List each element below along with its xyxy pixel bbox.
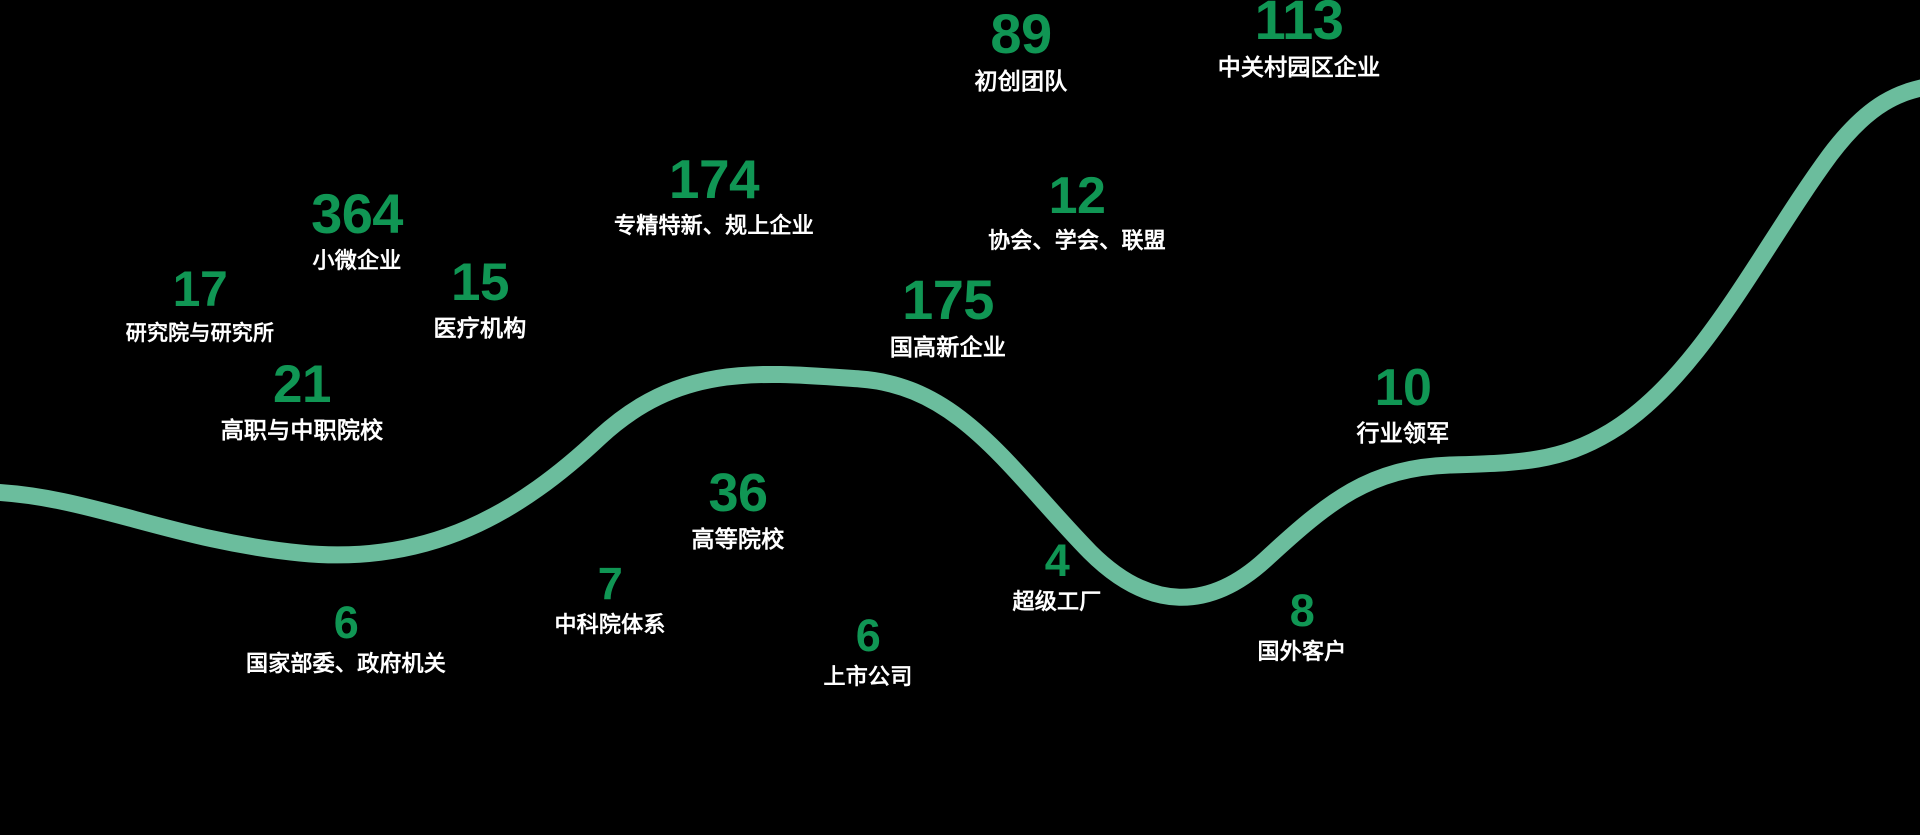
stat-label-industry-leaders: 行业领军: [1356, 421, 1450, 447]
stat-associations-societies-alliances: 12 协会、学会、联盟: [988, 170, 1166, 253]
stat-value-startup-teams: 89: [990, 2, 1052, 65]
stat-label-micro-small-enterprises: 小微企业: [312, 249, 402, 274]
stat-specialized-new-above-scale: 174 专精特新、规上企业: [614, 152, 814, 238]
stat-label-specialized-new-above-scale: 专精特新、规上企业: [614, 214, 814, 239]
stat-value-specialized-new-above-scale: 174: [668, 148, 760, 210]
stat-zhongguancun-park-enterprises: 113 中关村园区企业: [1218, 0, 1381, 80]
stat-industry-leaders: 10 行业领军: [1357, 362, 1450, 446]
stat-overseas-clients: 8 国外客户: [1258, 588, 1347, 664]
stat-label-research-institutes: 研究院与研究所: [125, 321, 275, 345]
stat-value-super-factories: 4: [1044, 535, 1070, 586]
stat-label-government-ministries: 国家部委、政府机关: [246, 652, 446, 677]
stat-government-ministries: 6 国家部委、政府机关: [246, 600, 446, 676]
stat-label-higher-education: 高等院校: [691, 527, 785, 553]
stat-value-associations-societies-alliances: 12: [1048, 167, 1106, 225]
stat-value-micro-small-enterprises: 364: [311, 182, 403, 245]
stat-listed-companies: 6 上市公司: [824, 613, 913, 689]
stat-label-associations-societies-alliances: 协会、学会、联盟: [988, 229, 1166, 254]
stat-label-startup-teams: 初创团队: [974, 69, 1068, 95]
stat-value-national-high-tech-enterprises: 175: [902, 268, 994, 331]
stat-label-listed-companies: 上市公司: [823, 665, 913, 690]
stat-vocational-colleges: 21 高职与中职院校: [221, 358, 384, 443]
stat-value-research-institutes: 17: [172, 261, 228, 317]
stat-label-national-high-tech-enterprises: 国高新企业: [889, 335, 1007, 361]
stat-super-factories: 4 超级工厂: [1013, 538, 1102, 614]
stat-higher-education: 36 高等院校: [692, 466, 785, 552]
stat-value-cas-system: 7: [597, 558, 623, 609]
stat-medical-institutions: 15 医疗机构: [434, 256, 527, 341]
stat-value-government-ministries: 6: [333, 597, 359, 648]
stat-label-cas-system: 中科院体系: [554, 613, 666, 638]
stat-value-industry-leaders: 10: [1374, 359, 1432, 417]
stat-research-institutes: 17 研究院与研究所: [126, 264, 274, 344]
stat-startup-teams: 89 初创团队: [975, 6, 1068, 94]
stat-label-super-factories: 超级工厂: [1012, 590, 1102, 615]
stat-label-medical-institutions: 医疗机构: [433, 316, 527, 342]
stat-value-medical-institutions: 15: [451, 253, 509, 312]
stat-value-zhongguancun-park-enterprises: 113: [1254, 0, 1344, 51]
stat-value-higher-education: 36: [708, 463, 768, 523]
stat-label-overseas-clients: 国外客户: [1257, 640, 1347, 665]
stat-label-vocational-colleges: 高职与中职院校: [220, 418, 384, 444]
stat-cas-system: 7 中科院体系: [554, 561, 665, 637]
stat-value-listed-companies: 6: [855, 610, 881, 661]
stat-label-zhongguancun-park-enterprises: 中关村园区企业: [1217, 55, 1381, 81]
stat-value-vocational-colleges: 21: [273, 355, 331, 414]
stat-micro-small-enterprises: 364 小微企业: [311, 186, 403, 273]
stat-national-high-tech-enterprises: 175 国高新企业: [890, 272, 1006, 360]
stat-value-overseas-clients: 8: [1289, 585, 1315, 636]
